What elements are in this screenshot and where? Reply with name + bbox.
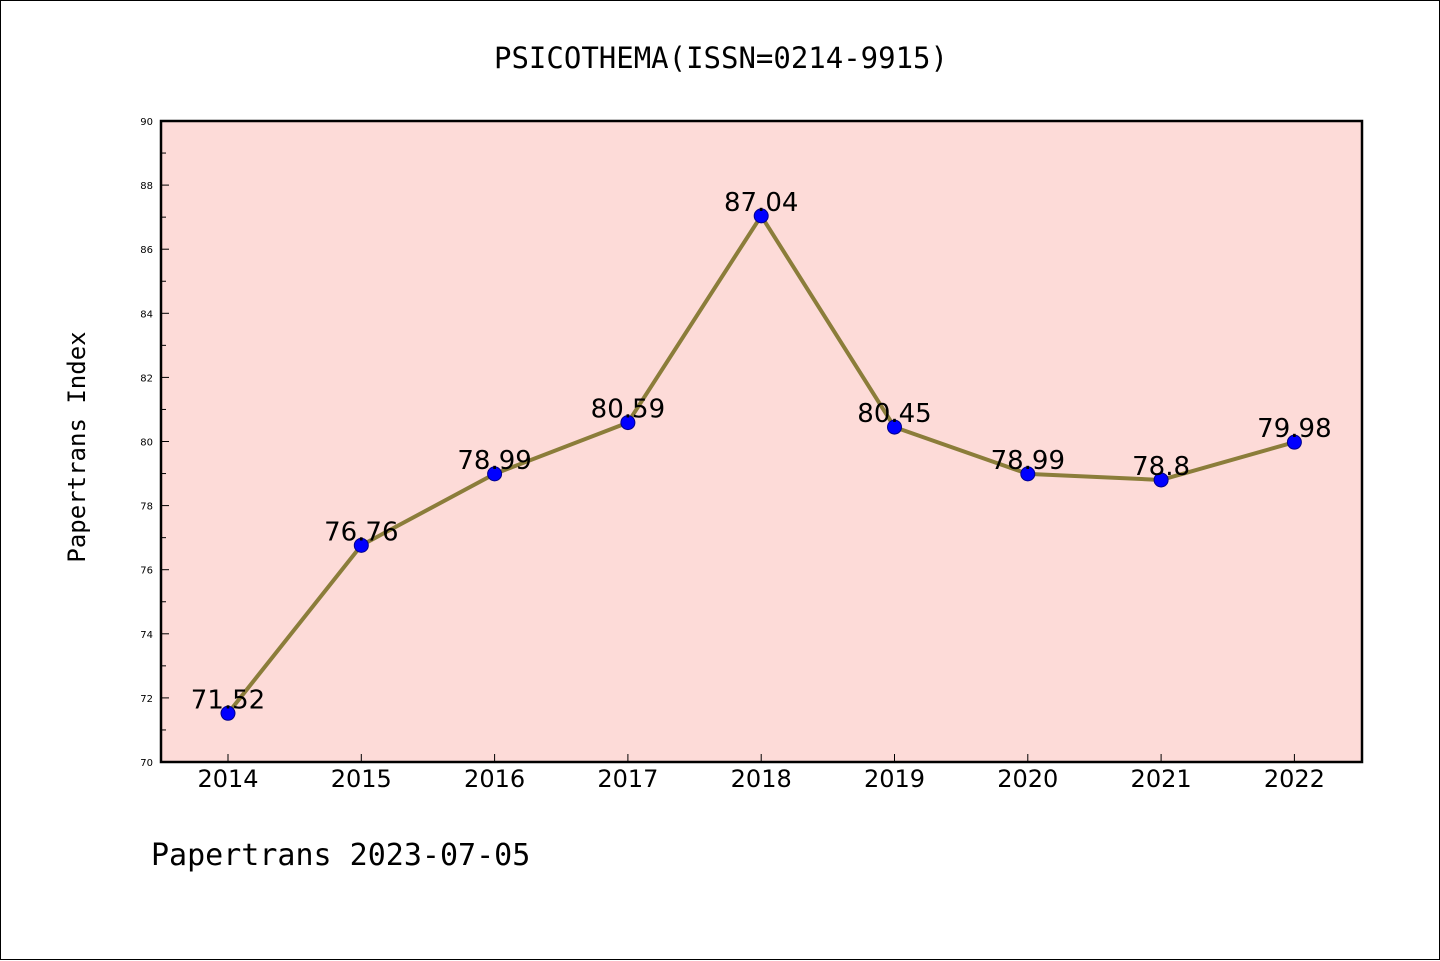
x-tick-label: 2019: [864, 765, 925, 793]
data-label: 78.99: [991, 446, 1065, 476]
x-tick-label: 2020: [997, 765, 1058, 793]
data-label: 87.04: [724, 188, 798, 218]
data-label: 78.99: [457, 446, 531, 476]
y-tick-label: 78: [140, 502, 153, 513]
data-point: [620, 415, 636, 431]
footer-text: Papertrans 2023-07-05: [151, 838, 530, 873]
chart-title: PSICOTHEMA(ISSN=0214-9915): [494, 41, 948, 75]
y-ticks: 70 72 74 76 78 80 82 84 86 88 90: [140, 117, 169, 769]
y-axis-label: Papertrans Index: [63, 331, 91, 562]
y-tick-label: 74: [140, 630, 153, 641]
data-point: [887, 419, 902, 435]
y-tick-label: 82: [140, 373, 153, 384]
x-tick-label: 2021: [1131, 765, 1192, 793]
data-label: 71.52: [191, 685, 265, 715]
data-labels: 71.52 76.76 78.99 80.59 87.04 80.45 78.99 78.8 7…: [191, 188, 1332, 715]
x-tick-label: 2015: [331, 765, 392, 793]
x-ticks: 2014 2015 2016 2017 2018 2019 2020 2021 2022: [197, 754, 1325, 793]
data-point: [1286, 434, 1302, 450]
data-point: [487, 466, 503, 482]
data-point: [1020, 466, 1036, 482]
y-tick-label: 80: [140, 438, 153, 449]
data-label: 80.45: [857, 399, 931, 429]
y-tick-label: 76: [140, 566, 153, 577]
data-label: 76.76: [324, 517, 398, 547]
plot-area: [161, 121, 1362, 762]
y-tick-label: 88: [140, 181, 153, 192]
y-tick-label: 86: [140, 245, 153, 256]
y-tick-label: 90: [140, 117, 153, 128]
data-point: [220, 705, 236, 721]
data-point: [753, 208, 769, 224]
x-tick-label: 2017: [597, 765, 658, 793]
data-point: [1153, 472, 1169, 488]
data-label: 80.59: [591, 395, 665, 425]
data-points: [220, 208, 1302, 721]
data-point: [353, 537, 369, 553]
x-tick-label: 2014: [197, 765, 258, 793]
data-label: 79.98: [1257, 414, 1331, 444]
y-tick-label: 84: [140, 309, 153, 320]
data-label: 78.8: [1132, 452, 1190, 482]
x-tick-label: 2022: [1264, 765, 1325, 793]
x-tick-label: 2016: [464, 765, 525, 793]
x-tick-label: 2018: [731, 765, 792, 793]
y-tick-label: 70: [140, 758, 153, 769]
plot-border: [159, 119, 1364, 764]
y-tick-label: 72: [140, 694, 153, 705]
